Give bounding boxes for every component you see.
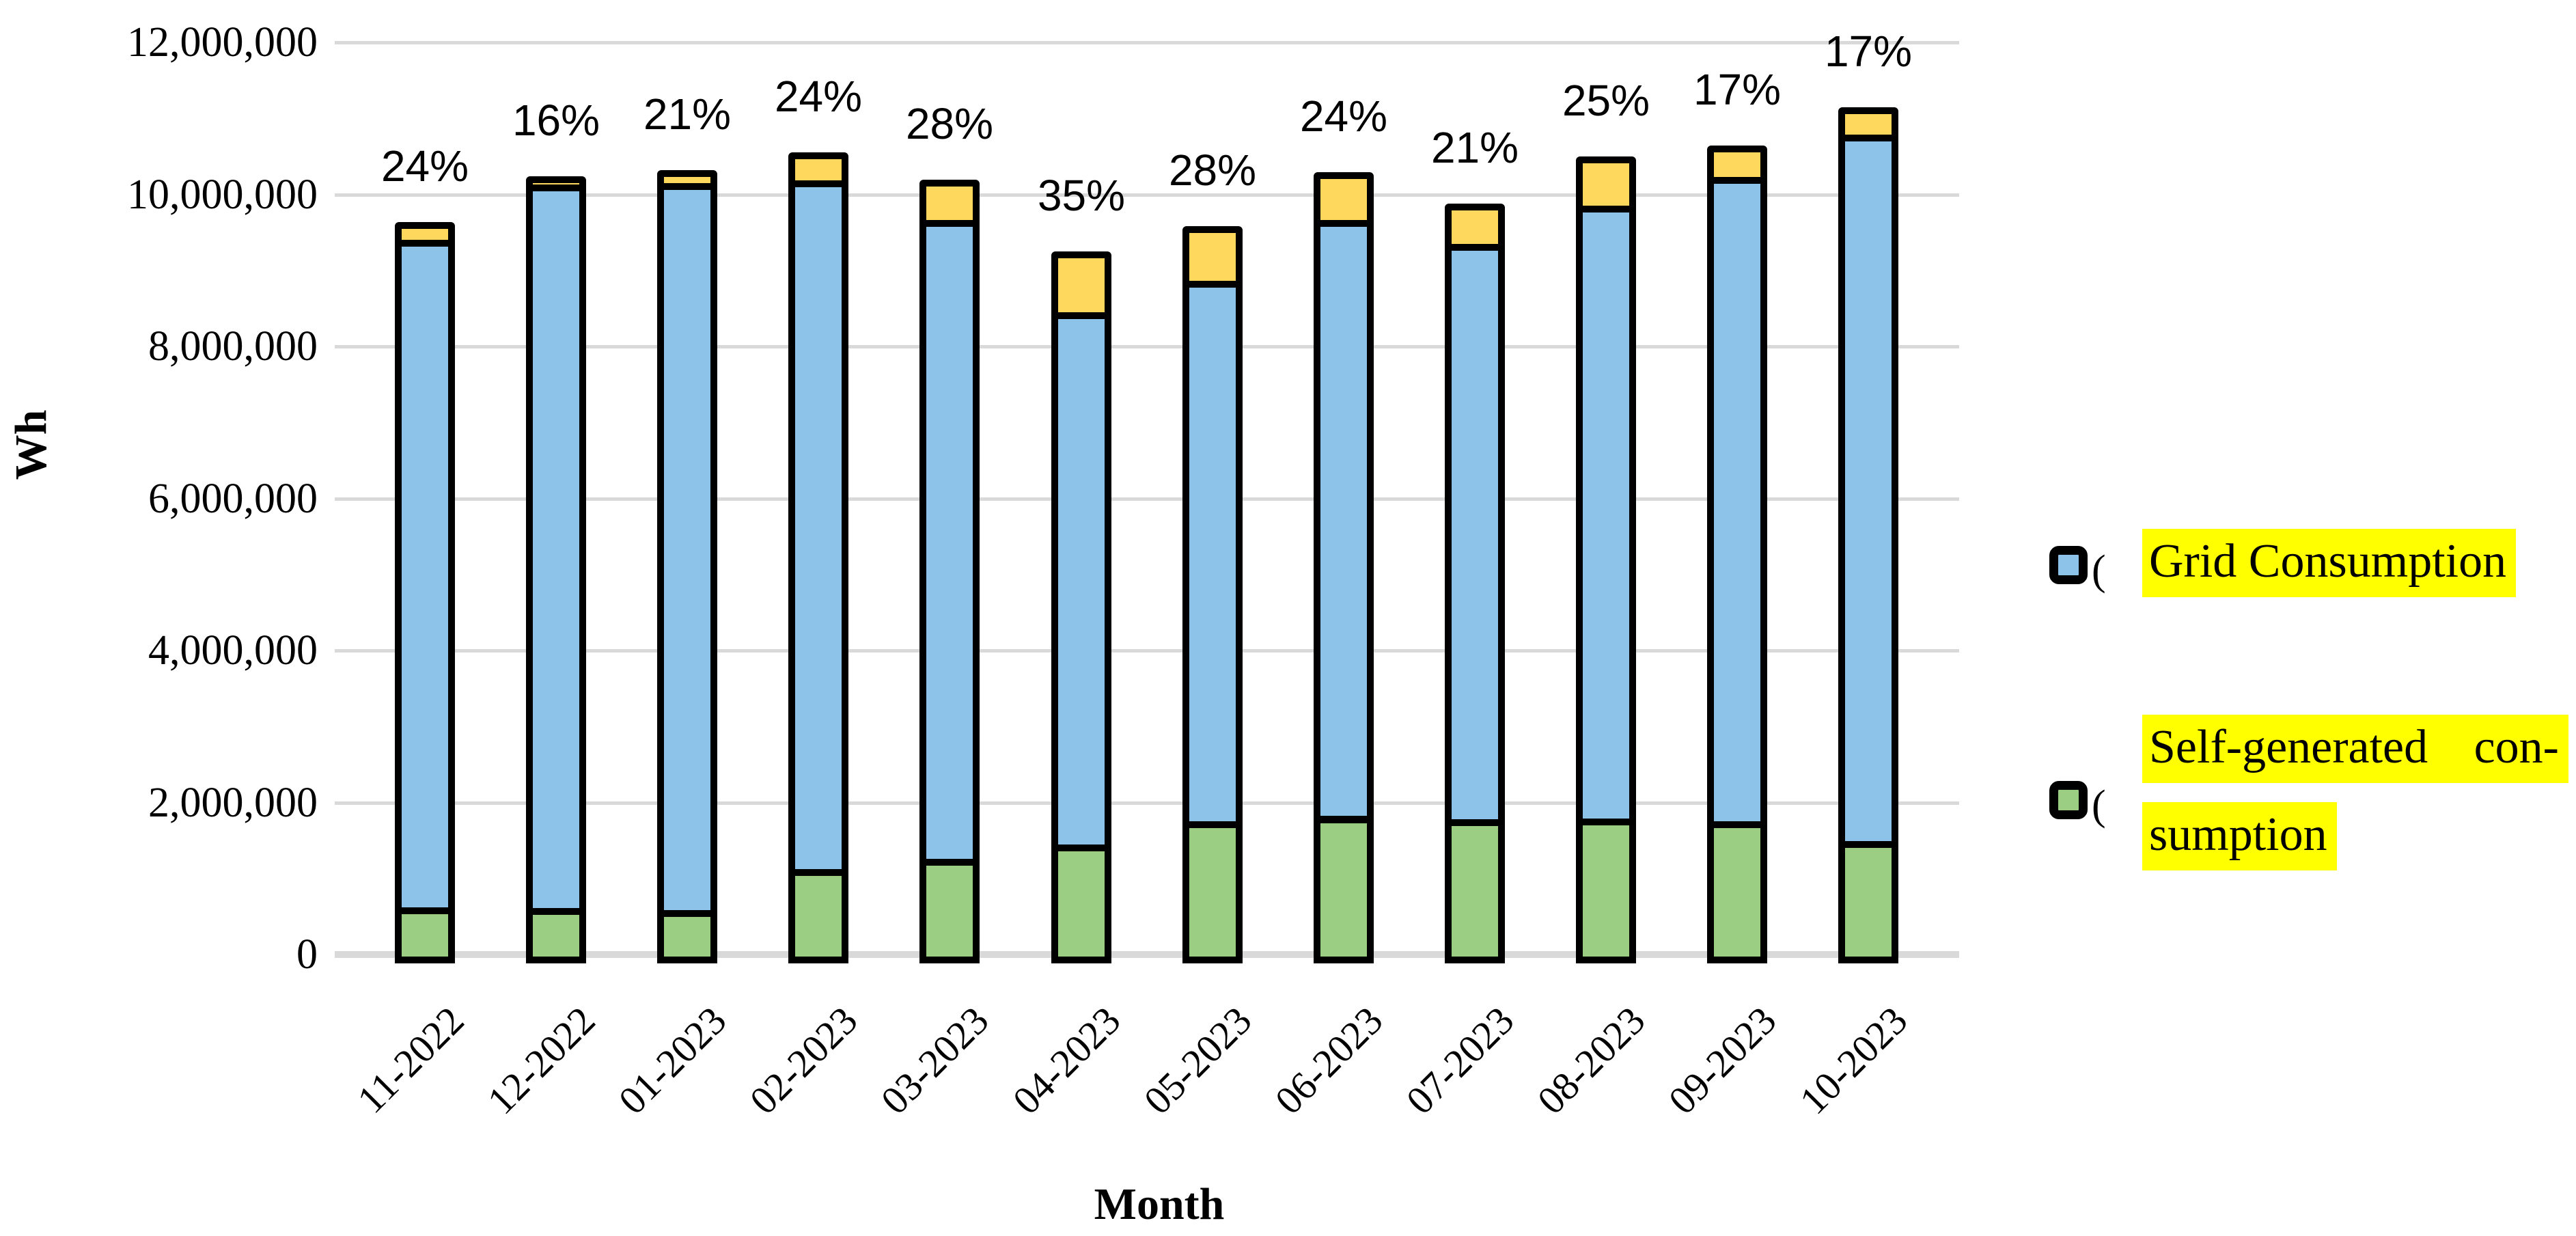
bar-segment-self-generated: [1707, 821, 1767, 963]
x-axis-title: Month: [1094, 1179, 1225, 1229]
bar-segment-self-generated: [1576, 819, 1636, 963]
bar-percentage-label: 21%: [1430, 123, 1519, 172]
bar-segment-grid-consumption: [1051, 312, 1111, 851]
bar-segment-grid-consumption: [395, 240, 455, 914]
y-tick-label: 12,000,000: [127, 19, 318, 66]
bar-segment-grid-consumption: [1707, 177, 1767, 828]
bar-segment-grid-consumption: [1445, 244, 1505, 826]
y-tick-label: 2,000,000: [148, 780, 318, 826]
bar-segment-self-generated: [1445, 819, 1505, 963]
y-tick-label: 8,000,000: [148, 323, 318, 370]
bar-segment-self-generated: [395, 907, 455, 963]
bar-segment-unlabeled: [1051, 251, 1111, 319]
y-axis-title: Wh: [6, 409, 56, 480]
bar-segment-grid-consumption: [919, 220, 980, 866]
y-axis-tick: [335, 345, 362, 348]
bar-segment-self-generated: [919, 859, 980, 963]
bar-segment-self-generated: [657, 910, 717, 963]
bar-percentage-label: 24%: [380, 141, 469, 191]
legend-partial-text-2: (: [2092, 782, 2106, 829]
bar-segment-grid-consumption: [657, 183, 717, 918]
gridline: [362, 193, 1959, 197]
y-axis-tick: [335, 497, 362, 501]
y-tick-label: 0: [296, 931, 318, 978]
legend-partial-text-1: (: [2092, 547, 2106, 594]
bar-percentage-label: 21%: [643, 90, 732, 139]
y-tick-label: 4,000,000: [148, 627, 318, 674]
bar-segment-grid-consumption: [1576, 206, 1636, 825]
bar-percentage-label: 24%: [774, 72, 863, 121]
bar-segment-grid-consumption: [788, 180, 848, 876]
bar-percentage-label: 16%: [512, 96, 600, 145]
bar-percentage-label: 17%: [1693, 65, 1782, 114]
bar-percentage-label: 25%: [1562, 76, 1650, 125]
gridline: [362, 345, 1959, 348]
bar-segment-unlabeled: [1182, 226, 1243, 288]
bar-segment-unlabeled: [1314, 172, 1374, 227]
bar-percentage-label: 24%: [1299, 92, 1388, 141]
bar-segment-self-generated: [526, 908, 586, 963]
gridline: [362, 497, 1959, 501]
y-axis-tick: [335, 193, 362, 197]
gridline: [362, 649, 1959, 653]
bar-segment-grid-consumption: [1314, 220, 1374, 823]
gridline: [362, 41, 1959, 44]
bar-percentage-label: 17%: [1824, 27, 1913, 76]
legend-label-self-generated-line1: Self-generated con-: [2142, 715, 2568, 783]
legend-label-self-generated-line2: sumption: [2142, 802, 2337, 870]
x-axis-baseline: [335, 951, 1959, 958]
bar-percentage-label: 28%: [1168, 146, 1257, 195]
bar-segment-self-generated: [1051, 844, 1111, 963]
bar-segment-grid-consumption: [526, 184, 586, 915]
legend-swatch-self-generated: [2049, 781, 2088, 819]
bar-segment-unlabeled: [1576, 156, 1636, 212]
gridline: [362, 801, 1959, 805]
bar-segment-self-generated: [1838, 841, 1898, 963]
y-axis-tick: [335, 41, 362, 44]
y-tick-label: 10,000,000: [127, 171, 318, 218]
legend-label-grid-consumption: Grid Consumption: [2142, 529, 2517, 597]
bar-segment-self-generated: [1182, 821, 1243, 963]
legend-swatch-grid-consumption: [2049, 546, 2088, 584]
bar-percentage-label: 35%: [1037, 171, 1126, 220]
bar-percentage-label: 28%: [905, 99, 994, 148]
bar-segment-grid-consumption: [1182, 281, 1243, 828]
bar-segment-self-generated: [788, 869, 848, 963]
bar-segment-grid-consumption: [1838, 135, 1898, 849]
y-axis-tick: [335, 801, 362, 805]
y-tick-label: 6,000,000: [148, 476, 318, 522]
bar-segment-self-generated: [1314, 816, 1374, 963]
y-axis-tick: [335, 649, 362, 653]
